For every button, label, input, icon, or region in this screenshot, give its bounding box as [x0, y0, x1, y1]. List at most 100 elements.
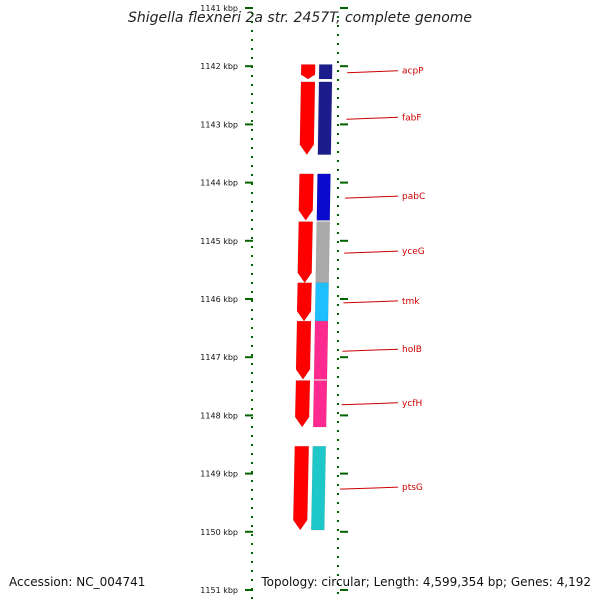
ruler-dot: [251, 300, 253, 302]
track-dot: [337, 502, 339, 504]
ruler-dot: [251, 156, 253, 158]
ruler-dot: [251, 120, 253, 122]
track-dot: [337, 493, 339, 495]
ruler-dot: [251, 30, 253, 32]
ruler-dot: [251, 498, 253, 500]
gene-label-holB: holB: [402, 345, 422, 355]
track-dot: [337, 403, 339, 405]
track-dot: [337, 214, 339, 216]
gene-label-leader: [347, 70, 399, 74]
track-dot: [337, 475, 339, 477]
gene-labels: acpP fabF pabC yceG tmk holB ycfH ptsG: [340, 67, 425, 493]
ruler-dot: [251, 390, 253, 392]
track-dot: [337, 529, 339, 531]
ruler-dot: [251, 111, 253, 113]
track-dot: [337, 313, 339, 315]
track-dot: [337, 241, 339, 243]
track-tick: [340, 472, 348, 475]
track-dot: [337, 439, 339, 441]
ruler-dot: [251, 57, 253, 59]
ruler-dot: [251, 561, 253, 563]
track-tick: [340, 414, 348, 417]
track-dot: [337, 259, 339, 261]
track-dot: [337, 367, 339, 369]
ruler-dot: [251, 93, 253, 95]
gene-label-leader: [345, 195, 399, 199]
feature-gene-fabF: [317, 81, 333, 155]
ruler-tick-label: 1141 kbp: [200, 4, 238, 13]
track-tick: [340, 181, 348, 184]
ruler-dot: [251, 336, 253, 338]
ruler-tick: [245, 589, 253, 591]
ruler-dot: [251, 534, 253, 536]
track-dot: [337, 349, 339, 351]
ruler-dot: [251, 129, 253, 131]
gene-label-leader: [343, 300, 399, 304]
accession-text: Accession: NC_004741: [9, 575, 146, 589]
ruler-tick: [245, 65, 253, 68]
track-dot: [337, 466, 339, 468]
track-dot: [337, 277, 339, 279]
track-dot: [337, 142, 339, 144]
track-dot: [337, 97, 339, 99]
ruler-dot: [251, 48, 253, 50]
ruler-dot: [251, 75, 253, 77]
track-dot: [337, 106, 339, 108]
track-dot: [337, 565, 339, 567]
track-tick: [340, 65, 348, 68]
ruler-dot: [251, 309, 253, 311]
ruler-dot: [251, 264, 253, 266]
track-dot: [337, 376, 339, 378]
ruler-dot: [251, 165, 253, 167]
track-dot: [337, 268, 339, 270]
ruler-dot: [251, 192, 253, 194]
ruler-dot: [251, 435, 253, 437]
ruler-tick: [245, 530, 253, 533]
ruler-dot: [251, 552, 253, 554]
ruler-dot: [251, 480, 253, 482]
feature-cds-holB: [295, 320, 312, 380]
ruler-dot: [251, 408, 253, 410]
gene-label-fabF: fabF: [402, 113, 422, 123]
feature-cds-acpP: [300, 64, 316, 80]
feature-cds-tmk: [296, 282, 312, 322]
track-dot: [337, 592, 339, 594]
ruler-dot: [251, 102, 253, 104]
track-dot: [337, 223, 339, 225]
gene-label-leader: [344, 250, 399, 254]
feature-track: [293, 64, 333, 531]
ruler-tick-label: 1148 kbp: [200, 411, 238, 420]
track-dot: [337, 61, 339, 63]
ruler-dot: [251, 372, 253, 374]
ruler-dot: [251, 471, 253, 473]
gene-label-leader: [340, 486, 399, 490]
track-dot: [337, 124, 339, 126]
track-dot: [337, 286, 339, 288]
ruler-dot: [251, 453, 253, 455]
ruler-dot: [251, 399, 253, 401]
track-dot: [337, 412, 339, 414]
ruler-dot: [251, 516, 253, 518]
map-title: Shigella flexneri 2a str. 2457T, complet…: [127, 10, 473, 26]
ruler-tick-label: 1149 kbp: [200, 470, 238, 479]
track-dot: [337, 169, 339, 171]
gene-label-ycfH: ycfH: [402, 399, 422, 409]
ruler-dot: [251, 210, 253, 212]
track-dot: [337, 556, 339, 558]
gene-label-pabC: pabC: [402, 192, 425, 202]
feature-gene-pabC: [316, 173, 331, 221]
ruler-dot: [251, 363, 253, 365]
ruler-tick-label: 1142 kbp: [200, 62, 238, 71]
ruler-dot: [251, 39, 253, 41]
track-tick: [340, 7, 348, 9]
ruler-tick-label: 1145 kbp: [200, 237, 238, 246]
feature-gene-yceG: [315, 221, 330, 283]
ruler-dot: [251, 426, 253, 428]
ruler-dot: [251, 174, 253, 176]
ruler-dot: [251, 219, 253, 221]
ruler-dot: [251, 462, 253, 464]
ruler-tick: [245, 123, 253, 126]
feature-gene-acpP: [318, 64, 333, 80]
feature-cds-ycfH: [294, 380, 311, 428]
